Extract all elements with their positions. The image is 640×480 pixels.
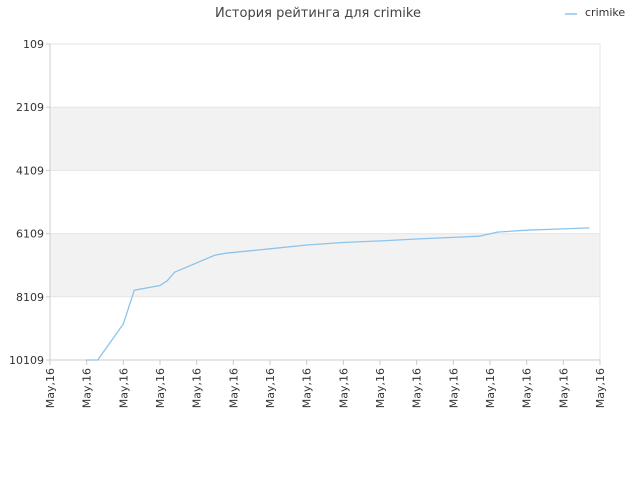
x-tick-label: May,16 — [227, 368, 240, 408]
y-tick-label: 4109 — [16, 164, 44, 177]
x-tick-label: May,16 — [411, 368, 424, 408]
x-tick-label: May,16 — [154, 368, 167, 408]
data-point — [379, 240, 381, 242]
data-point — [133, 289, 135, 291]
data-point — [588, 227, 590, 229]
x-tick-label: May,16 — [557, 368, 570, 408]
data-point — [174, 271, 176, 273]
x-tick-label: May,16 — [44, 368, 57, 408]
data-point — [166, 280, 168, 282]
x-tick-labels: May,16 May,16 May,16 May,16 May,16 May,16 May,… — [44, 368, 607, 408]
grid-band — [50, 107, 600, 171]
x-tick-label: May,16 — [337, 368, 350, 408]
grid-band — [50, 233, 600, 297]
data-point — [122, 323, 124, 325]
data-point — [159, 284, 161, 287]
data-point — [452, 236, 454, 238]
y-tick-label: 2109 — [16, 101, 44, 114]
y-tick-label: 109 — [23, 38, 44, 51]
background-bands — [50, 44, 600, 360]
data-point — [478, 235, 480, 237]
chart-title: История рейтинга для crimike — [215, 6, 421, 21]
y-tick-label: 8109 — [16, 291, 44, 304]
data-point — [342, 241, 344, 244]
x-tick-label: May,16 — [521, 368, 534, 408]
x-tick-label: May,16 — [484, 368, 497, 408]
series-line-crimike — [86, 227, 590, 361]
data-point — [86, 359, 88, 361]
plot-area — [50, 44, 600, 360]
axes — [46, 43, 601, 365]
x-tick-label: May,16 — [264, 368, 277, 408]
data-point — [562, 228, 564, 230]
x-tick-label: May,16 — [81, 368, 94, 408]
series-layer — [86, 227, 590, 361]
data-point — [416, 238, 418, 240]
legend: crimike — [565, 6, 625, 19]
y-tick-label: 6109 — [16, 228, 44, 241]
x-tick-label: May,16 — [117, 368, 130, 408]
data-point — [306, 244, 308, 246]
x-tick-label: May,16 — [447, 368, 460, 408]
data-point — [269, 248, 271, 250]
y-tick-label: 10109 — [9, 354, 44, 367]
y-tick-labels: 109 2109 4109 6109 8109 10109 — [9, 38, 44, 367]
x-tick-label: May,16 — [374, 368, 387, 408]
x-tick-label: May,16 — [594, 368, 607, 408]
data-point — [496, 231, 498, 233]
legend-label: crimike — [585, 6, 625, 19]
data-point — [214, 254, 216, 256]
x-tick-label: May,16 — [191, 368, 204, 408]
data-point — [97, 359, 99, 361]
data-point — [225, 252, 227, 254]
data-point — [526, 229, 528, 231]
x-tick-label: May,16 — [301, 368, 314, 408]
